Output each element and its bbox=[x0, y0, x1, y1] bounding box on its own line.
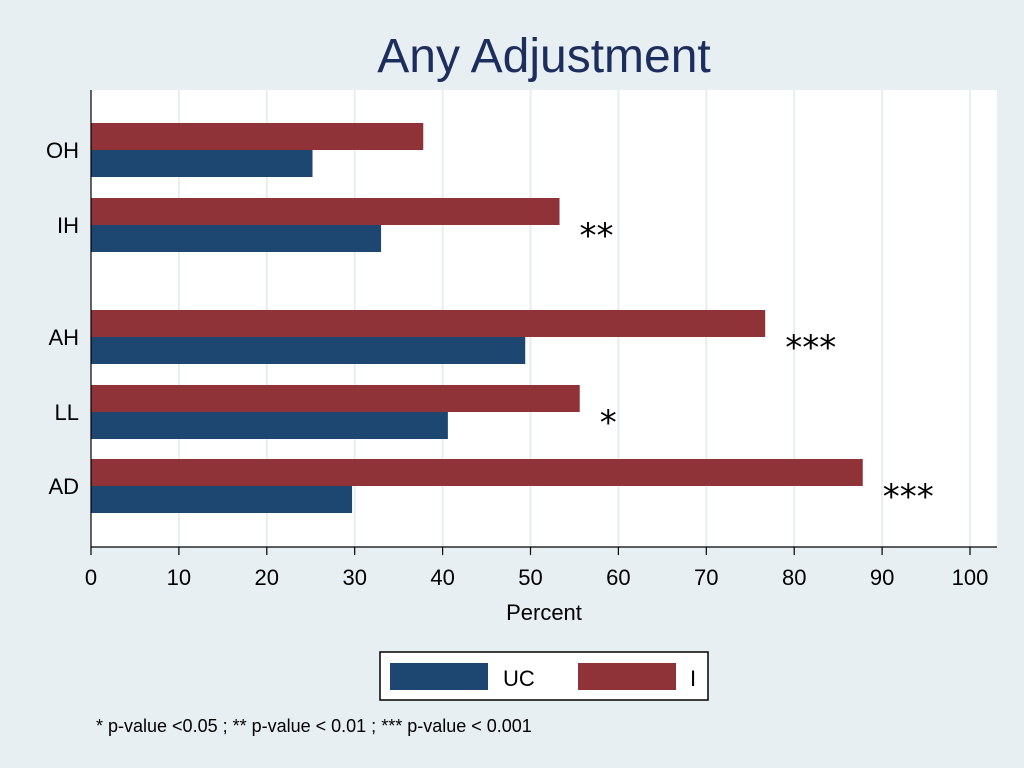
significance-marker: *** bbox=[785, 328, 836, 368]
axes bbox=[90, 90, 997, 555]
bar-i-oh bbox=[91, 123, 424, 150]
bar-uc-oh bbox=[91, 150, 313, 177]
x-tick-label: 10 bbox=[167, 565, 191, 590]
significance-markers: ********* bbox=[580, 216, 934, 517]
bar-i-ll bbox=[91, 385, 580, 412]
category-label: IH bbox=[57, 213, 79, 238]
legend-swatch-uc bbox=[390, 663, 488, 690]
legend-label-i: I bbox=[690, 666, 696, 691]
bar-uc-ad bbox=[91, 486, 353, 513]
x-tick-label: 0 bbox=[85, 565, 97, 590]
category-label: OH bbox=[46, 138, 79, 163]
x-tick-label: 60 bbox=[606, 565, 630, 590]
x-tick-label: 90 bbox=[870, 565, 894, 590]
significance-marker: ** bbox=[580, 216, 614, 256]
x-tick-label: 100 bbox=[952, 565, 989, 590]
bar-uc-ah bbox=[91, 337, 526, 364]
legend-swatch-i bbox=[578, 663, 676, 690]
x-axis-title: Percent bbox=[506, 600, 582, 625]
x-tick-label: 70 bbox=[694, 565, 718, 590]
bar-i-ad bbox=[91, 459, 863, 486]
x-tick-labels: 0 10 20 30 40 50 60 70 80 90 100 bbox=[85, 565, 988, 590]
category-label: LL bbox=[55, 400, 79, 425]
bar-i-ih bbox=[91, 198, 560, 225]
category-label: AD bbox=[48, 474, 79, 499]
x-tick-label: 20 bbox=[255, 565, 279, 590]
x-tick-label: 40 bbox=[430, 565, 454, 590]
x-tick-label: 80 bbox=[782, 565, 806, 590]
x-tick-label: 30 bbox=[342, 565, 366, 590]
category-labels: OH IH AH LL AD bbox=[46, 138, 79, 499]
significance-marker: *** bbox=[883, 477, 934, 517]
bar-i-ah bbox=[91, 310, 766, 337]
legend: UC I bbox=[379, 651, 709, 701]
chart-title: Any Adjustment bbox=[377, 30, 711, 83]
bar-uc-ll bbox=[91, 412, 448, 439]
bars bbox=[91, 123, 863, 513]
x-tick-label: 50 bbox=[518, 565, 542, 590]
category-label: AH bbox=[48, 325, 79, 350]
legend-label-uc: UC bbox=[503, 666, 535, 691]
bar-uc-ih bbox=[91, 225, 382, 252]
footnote: * p-value <0.05 ; ** p-value < 0.01 ; **… bbox=[96, 716, 532, 736]
significance-marker: * bbox=[600, 403, 617, 443]
